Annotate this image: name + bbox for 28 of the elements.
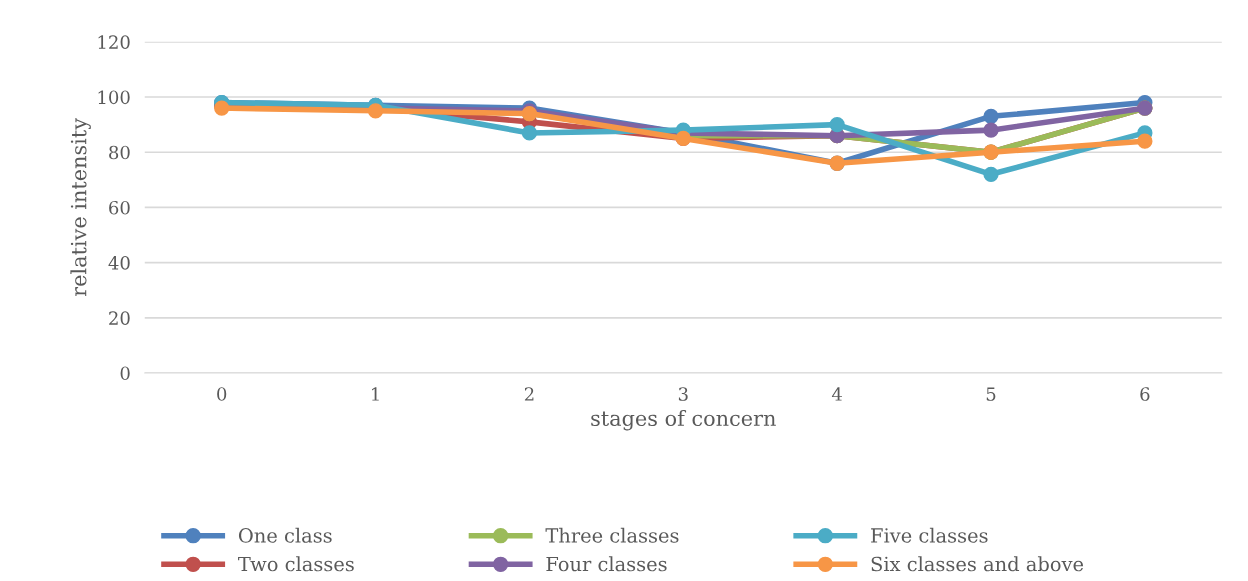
point	[983, 122, 999, 138]
x-tick-label: 0	[217, 387, 227, 401]
x-tick-label: 6	[1140, 387, 1150, 401]
y-tick-label: 0	[120, 366, 130, 381]
point	[521, 125, 538, 141]
x-axis-title: stages of concern	[591, 409, 776, 431]
x-tick-label: 4	[831, 387, 842, 401]
x-tick-label: 1	[372, 387, 379, 401]
x-tick-label: 2	[524, 387, 534, 401]
legend-label: Two classes	[238, 556, 354, 572]
legend-label: Six classes and above	[871, 556, 1084, 572]
point	[983, 108, 999, 124]
y-tick-label: 120	[98, 35, 130, 49]
point	[1137, 133, 1153, 149]
legend-label: One class	[238, 527, 332, 543]
point	[983, 166, 999, 182]
legend-label: Four classes	[546, 556, 667, 572]
legend-label: Three classes	[545, 527, 679, 543]
y-axis-title: relative intensity	[70, 118, 91, 297]
y-tick-label: 100	[98, 90, 130, 105]
x-tick-label: 3	[678, 387, 688, 401]
y-tick-label: 40	[108, 256, 130, 270]
legend-label: Five classes	[871, 527, 988, 543]
y-tick-label: 60	[109, 200, 130, 215]
y-tick-label: 20	[109, 311, 130, 325]
x-tick-label: 5	[986, 387, 996, 401]
point	[829, 116, 845, 133]
y-tick-label: 80	[109, 145, 130, 160]
